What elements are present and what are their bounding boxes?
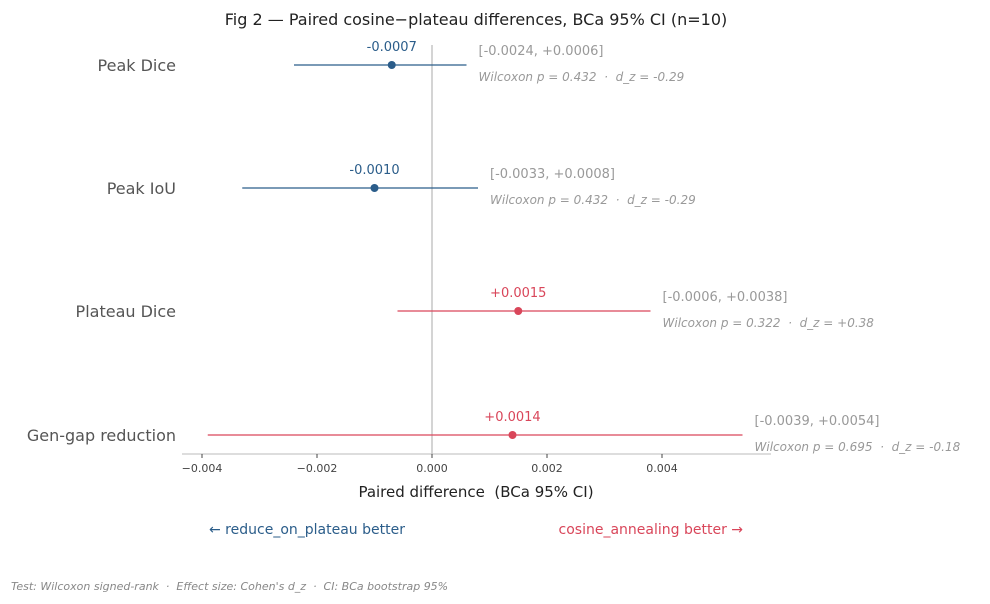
x-tick-label: −0.002 [297, 462, 338, 475]
category-label: Gen-gap reduction [27, 426, 176, 445]
x-tick-label: −0.004 [182, 462, 223, 475]
category-label: Peak Dice [98, 56, 176, 75]
forest-row: Peak Dice -0.0007 [-0.0024, +0.0006] Wilcox… [98, 40, 685, 84]
ci-label: [-0.0039, +0.0054] [755, 414, 880, 429]
x-axis-ticks: −0.004 −0.002 0.000 0.002 0.004 [182, 454, 678, 475]
stat-label: Wilcoxon p = 0.432 · d_z = -0.29 [479, 70, 685, 84]
x-tick-label: 0.004 [646, 462, 678, 475]
category-label: Peak IoU [107, 179, 176, 198]
x-tick-label: 0.002 [531, 462, 563, 475]
footnote: Test: Wilcoxon signed-rank · Effect size… [11, 580, 448, 593]
direction-label-left: ← reduce_on_plateau better [209, 522, 405, 538]
ci-label: [-0.0024, +0.0006] [479, 44, 604, 59]
plot-area: −0.004 −0.002 0.000 0.002 0.004 Peak Dice -0.… [27, 40, 961, 475]
x-axis-label: Paired difference (BCa 95% CI) [358, 483, 593, 501]
x-tick-label: 0.000 [416, 462, 448, 475]
estimate-label: -0.0010 [349, 163, 399, 178]
category-label: Plateau Dice [76, 302, 176, 321]
direction-label-right: cosine_annealing better → [559, 522, 744, 538]
ci-label: [-0.0006, +0.0038] [663, 290, 788, 305]
forest-row: Peak IoU -0.0010 [-0.0033, +0.0008] Wilcoxo… [107, 163, 696, 207]
estimate-point [370, 184, 379, 192]
ci-label: [-0.0033, +0.0008] [490, 167, 615, 182]
estimate-label: +0.0014 [484, 410, 540, 425]
forest-row: Plateau Dice +0.0015 [-0.0006, +0.0038] Wil… [76, 286, 875, 330]
estimate-label: +0.0015 [490, 286, 546, 301]
stat-label: Wilcoxon p = 0.322 · d_z = +0.38 [663, 316, 875, 330]
estimate-label: -0.0007 [367, 40, 417, 55]
stat-label: Wilcoxon p = 0.695 · d_z = -0.18 [755, 440, 961, 454]
estimate-point [508, 431, 517, 439]
estimate-point [514, 307, 523, 315]
forest-row: Gen-gap reduction +0.0014 [-0.0039, +0.005… [27, 410, 961, 454]
stat-label: Wilcoxon p = 0.432 · d_z = -0.29 [490, 193, 696, 207]
estimate-point [387, 61, 396, 69]
forest-rows: Peak Dice -0.0007 [-0.0024, +0.0006] Wilcox… [27, 40, 961, 454]
chart-title: Fig 2 — Paired cosine−plateau difference… [225, 10, 727, 29]
